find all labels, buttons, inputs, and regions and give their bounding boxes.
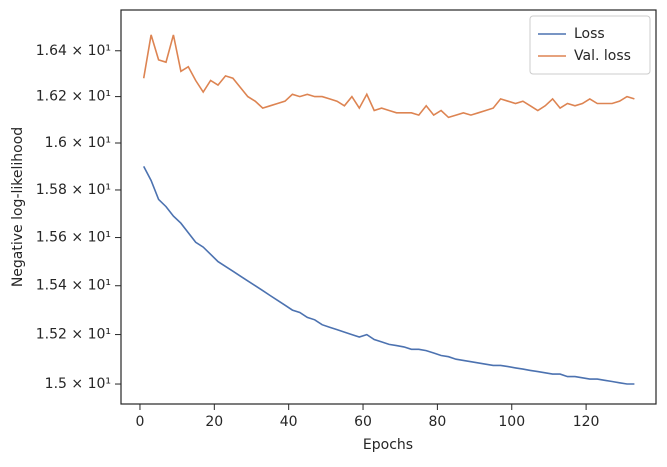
- x-tick-label: 40: [280, 414, 298, 430]
- y-tick-label: 1.64 × 10¹: [36, 43, 111, 59]
- legend-label: Val. loss: [574, 48, 631, 64]
- y-tick-label: 1.62 × 10¹: [36, 89, 111, 105]
- y-tick-label: 1.52 × 10¹: [36, 327, 111, 343]
- plot-frame: [120, 9, 657, 405]
- y-tick-label: 1.54 × 10¹: [36, 278, 111, 294]
- y-tick-label: 1.5 × 10¹: [45, 376, 111, 392]
- y-tick-label: 1.58 × 10¹: [36, 182, 111, 198]
- y-axis-label: Negative log-likelihood: [10, 127, 26, 287]
- line: [142, 34, 635, 119]
- x-tick-label: 120: [573, 414, 600, 430]
- y-tick-label: 1.6 × 10¹: [45, 135, 111, 151]
- legend-box: [529, 15, 651, 75]
- x-tick-label: 100: [498, 414, 525, 430]
- x-tick-label: 80: [428, 414, 446, 430]
- x-tick-label: 60: [354, 414, 372, 430]
- y-tick-label: 1.56 × 10¹: [36, 230, 111, 246]
- legend-label: Loss: [574, 26, 605, 42]
- x-tick-label: 20: [205, 414, 223, 430]
- line: [142, 166, 635, 385]
- x-tick-label: 0: [136, 414, 145, 430]
- x-axis-label: Epochs: [363, 437, 413, 453]
